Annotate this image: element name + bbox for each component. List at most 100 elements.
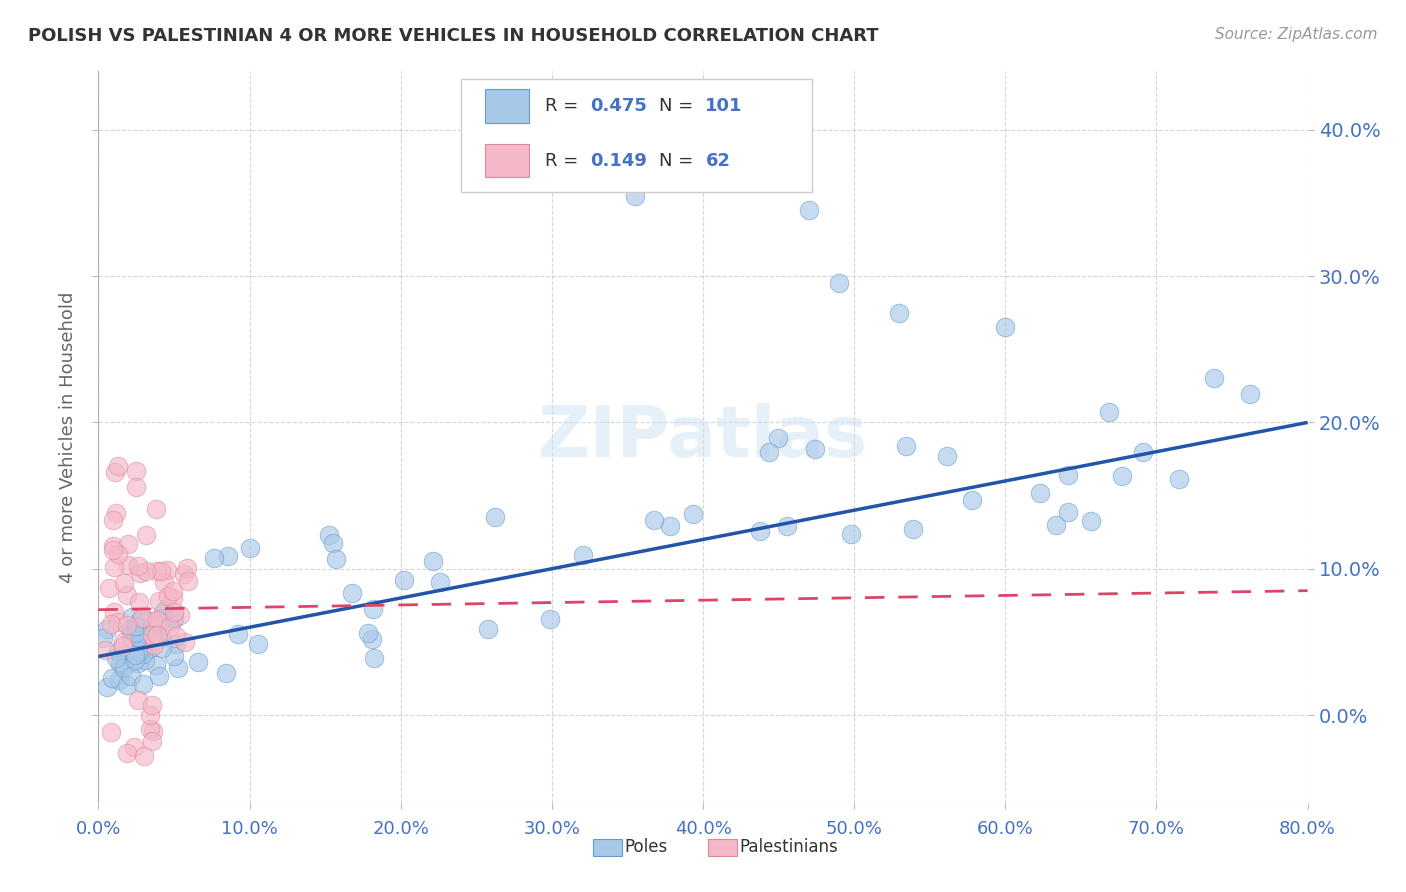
Point: [145, 627, 167, 641]
Text: 60.0%: 60.0%: [977, 821, 1033, 838]
Point: [477, 622, 499, 636]
Point: [363, 651, 385, 665]
Point: [1057, 468, 1080, 483]
Point: [176, 561, 198, 575]
Point: [115, 746, 138, 760]
Point: [107, 673, 129, 687]
Point: [643, 513, 665, 527]
Point: [142, 723, 165, 738]
Point: [318, 528, 340, 542]
Point: [145, 502, 167, 516]
Point: [803, 442, 825, 456]
Point: [247, 637, 270, 651]
Point: [156, 563, 179, 577]
Point: [155, 602, 177, 616]
Point: [165, 629, 187, 643]
Text: 10.0%: 10.0%: [221, 821, 278, 838]
Point: [392, 573, 415, 587]
Point: [115, 678, 138, 692]
Point: [120, 623, 142, 637]
Point: [96, 681, 118, 695]
Point: [1167, 472, 1189, 486]
Point: [125, 464, 148, 478]
Text: POLISH VS PALESTINIAN 4 OR MORE VEHICLES IN HOUSEHOLD CORRELATION CHART: POLISH VS PALESTINIAN 4 OR MORE VEHICLES…: [28, 27, 879, 45]
Point: [124, 653, 146, 667]
Point: [162, 591, 184, 606]
Point: [325, 552, 347, 566]
Point: [149, 615, 172, 629]
Point: [117, 537, 139, 551]
Point: [357, 625, 380, 640]
Point: [173, 566, 195, 581]
Point: [1098, 404, 1121, 418]
Point: [124, 619, 146, 633]
Point: [115, 588, 138, 602]
Point: [118, 622, 141, 636]
Point: [737, 160, 759, 174]
Point: [1111, 469, 1133, 483]
Point: [128, 594, 150, 608]
Point: [163, 649, 186, 664]
Point: [120, 631, 142, 645]
Point: [128, 620, 150, 634]
Point: [131, 634, 153, 648]
Point: [103, 560, 125, 574]
Point: [111, 640, 134, 654]
Point: [112, 661, 135, 675]
Point: [571, 549, 593, 563]
FancyBboxPatch shape: [485, 89, 529, 122]
Point: [146, 564, 169, 578]
Text: 30.0%: 30.0%: [523, 821, 581, 838]
Y-axis label: 4 or more Vehicles in Household: 4 or more Vehicles in Household: [59, 292, 77, 582]
Point: [124, 625, 146, 640]
Point: [960, 492, 983, 507]
Text: R =: R =: [544, 97, 583, 115]
Point: [141, 628, 163, 642]
Point: [322, 536, 344, 550]
Point: [114, 647, 136, 661]
Point: [131, 611, 153, 625]
Point: [896, 439, 918, 453]
Point: [936, 449, 959, 463]
Point: [422, 554, 444, 568]
Text: N =: N =: [659, 152, 699, 169]
Point: [153, 575, 176, 590]
Point: [96, 623, 118, 637]
Point: [104, 651, 127, 665]
Text: 0.475: 0.475: [591, 97, 647, 115]
Point: [134, 653, 156, 667]
Point: [120, 669, 142, 683]
Point: [141, 733, 163, 747]
Point: [150, 641, 173, 656]
Point: [127, 656, 149, 670]
Point: [217, 549, 239, 563]
Point: [142, 614, 165, 628]
Point: [101, 542, 124, 557]
Point: [127, 559, 149, 574]
Point: [162, 584, 184, 599]
FancyBboxPatch shape: [707, 838, 737, 856]
Point: [101, 513, 124, 527]
Point: [538, 612, 561, 626]
Point: [101, 539, 124, 553]
Point: [177, 574, 200, 588]
Point: [901, 522, 924, 536]
Point: [215, 665, 238, 680]
Point: [121, 610, 143, 624]
Point: [776, 519, 799, 533]
Text: R =: R =: [544, 152, 583, 169]
Point: [1029, 486, 1052, 500]
Point: [108, 657, 131, 671]
Point: [138, 723, 160, 737]
Point: [159, 619, 181, 633]
Point: [141, 620, 163, 634]
Point: [107, 615, 129, 630]
Point: [1239, 386, 1261, 401]
Text: 101: 101: [706, 97, 742, 115]
Point: [112, 576, 135, 591]
Point: [143, 633, 166, 648]
Point: [797, 203, 820, 218]
Point: [128, 613, 150, 627]
Point: [624, 188, 647, 202]
FancyBboxPatch shape: [461, 78, 811, 192]
